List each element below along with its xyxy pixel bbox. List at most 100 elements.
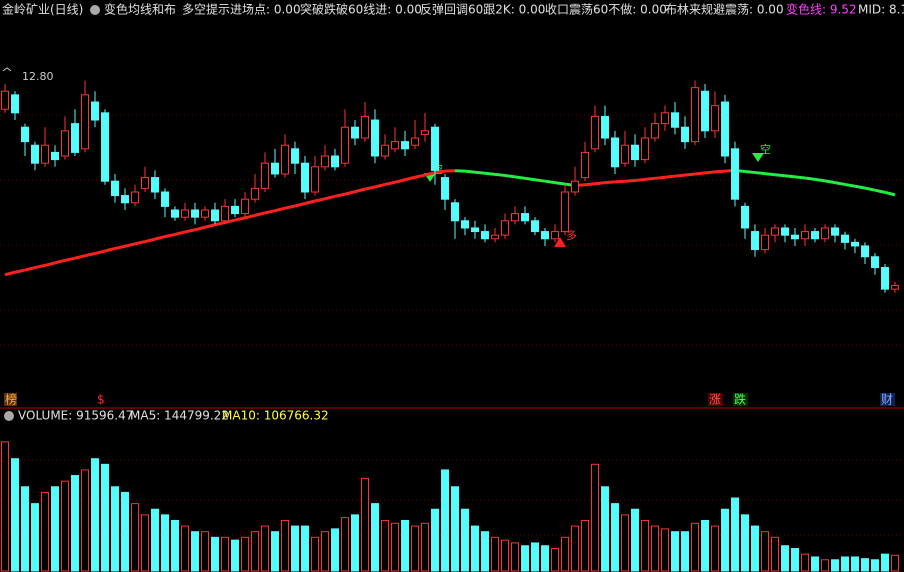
ma-line <box>524 176 536 182</box>
candle-body <box>421 130 429 135</box>
volume-bar <box>71 475 79 572</box>
candle-body <box>631 144 639 161</box>
volume-bar <box>561 536 569 572</box>
volume-bar <box>291 525 299 572</box>
ma-line <box>404 175 416 182</box>
ma-line <box>54 258 66 265</box>
volume-bar <box>101 463 109 572</box>
candle-body <box>351 126 359 139</box>
ma-line <box>184 228 196 234</box>
ma-line <box>744 169 756 175</box>
volume-bar <box>551 548 559 572</box>
volume-bar <box>681 531 689 572</box>
candle-body <box>851 241 859 247</box>
volume-bar <box>481 531 489 572</box>
candle-body <box>1 90 9 110</box>
volume-bar <box>871 559 879 572</box>
ma-line <box>824 179 836 185</box>
ma-line <box>504 173 516 179</box>
ma-line <box>654 175 666 180</box>
ma-line <box>394 178 406 184</box>
volume-bar <box>411 525 419 572</box>
ma-line <box>554 181 566 186</box>
ma-line <box>674 173 686 178</box>
volume-bar <box>761 531 769 572</box>
candle-body <box>151 177 159 193</box>
candle-body <box>181 209 189 218</box>
candle-body <box>731 148 739 200</box>
volume-bar <box>631 508 639 572</box>
volume-bar <box>771 536 779 572</box>
marker[interactable]: $ <box>97 393 105 407</box>
volume-bar <box>491 536 499 572</box>
candle-body <box>261 162 269 189</box>
candle-body <box>331 155 339 168</box>
ma-line <box>714 169 726 174</box>
ma-line <box>834 181 846 186</box>
volume-bar <box>231 539 239 572</box>
candle-body <box>361 115 369 139</box>
ma-line <box>484 171 496 176</box>
candle-body <box>651 123 659 139</box>
volume-bar <box>21 486 29 572</box>
volume-bar <box>441 469 449 572</box>
ma-line <box>204 223 216 229</box>
ma-line <box>34 263 46 270</box>
volume-bar <box>401 519 409 572</box>
marker[interactable]: 财 <box>881 393 893 407</box>
ma-line <box>814 177 826 183</box>
buy-signal <box>554 237 566 247</box>
volume-bar <box>531 542 539 572</box>
ma-line <box>304 199 316 205</box>
volume-bar <box>151 508 159 572</box>
candle-body <box>211 209 219 222</box>
candle-body <box>641 137 649 161</box>
volume-bar <box>811 556 819 572</box>
volume-bar <box>171 519 179 572</box>
candle-body <box>161 191 169 207</box>
ma-line <box>154 235 166 241</box>
ma-line <box>284 204 296 210</box>
candle-body <box>451 202 459 222</box>
volume-bar <box>131 503 139 572</box>
ma-line <box>594 181 606 186</box>
volume-bar <box>161 514 169 572</box>
volume-bar <box>341 517 349 572</box>
candle-body <box>461 220 469 229</box>
volume-bar <box>831 559 839 572</box>
candle-body <box>381 144 389 157</box>
volume-bar <box>381 519 389 572</box>
candle-body <box>821 227 829 240</box>
marker[interactable]: 跌 <box>734 392 746 407</box>
ma-line <box>464 169 476 174</box>
volume-bar <box>661 528 669 572</box>
ma-line <box>684 172 696 177</box>
volume-bar <box>271 531 279 572</box>
ma-line <box>74 254 86 260</box>
candle-body <box>221 205 229 222</box>
volume-bar <box>841 556 849 572</box>
candle-body <box>811 231 819 240</box>
menu-icon[interactable] <box>4 411 14 421</box>
candle-body <box>111 180 119 197</box>
candle-body <box>751 231 759 251</box>
indicator-value: 突破跌破60线进: 0.00 <box>300 2 422 17</box>
ma-line <box>84 252 96 258</box>
candle-body <box>591 115 599 150</box>
marker[interactable]: 涨 <box>709 392 721 407</box>
markers: 榜 $ 涨 跌 财 <box>4 392 895 407</box>
marker[interactable]: 榜 <box>5 392 17 407</box>
ma-line <box>634 177 646 182</box>
ma-line <box>14 268 26 274</box>
candle-body <box>571 180 579 193</box>
volume-bar <box>241 536 249 572</box>
volume-bar <box>421 522 429 572</box>
menu-icon[interactable] <box>90 5 100 15</box>
candle-body <box>11 94 19 114</box>
ma-line <box>764 172 776 177</box>
candle-body <box>801 231 809 240</box>
candle-body <box>391 141 399 150</box>
ma-line <box>424 171 436 177</box>
y-tick-label: 12.80 <box>22 70 54 83</box>
ma-line <box>334 192 346 198</box>
